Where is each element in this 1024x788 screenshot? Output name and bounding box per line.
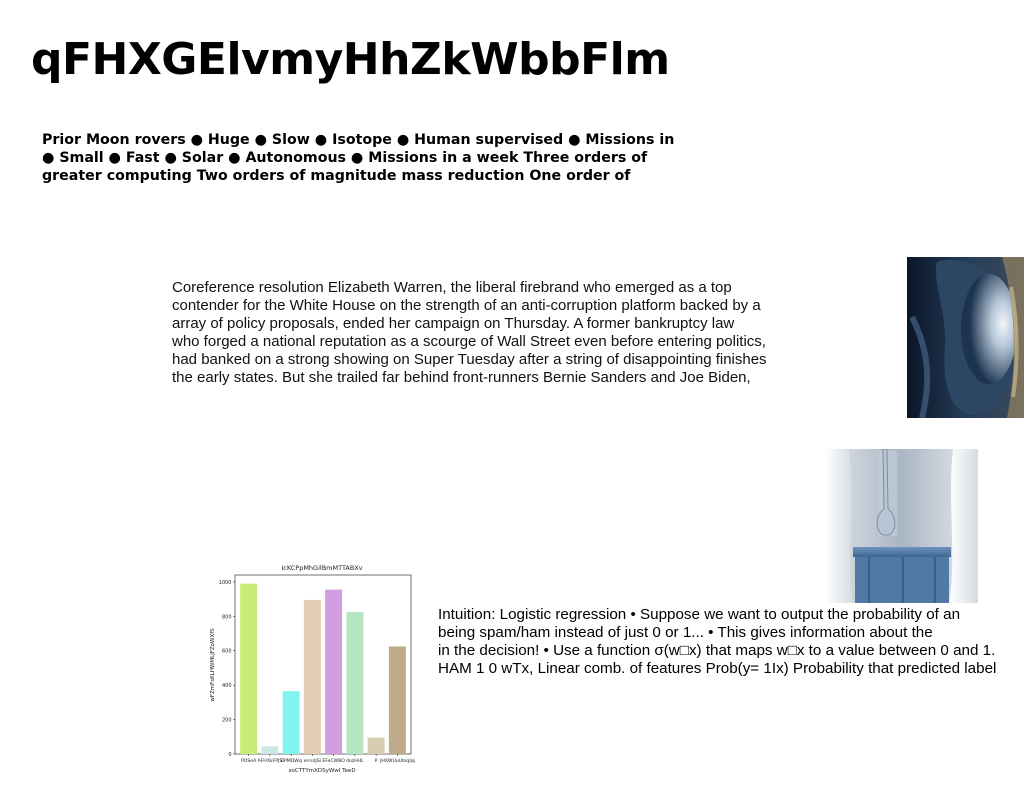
text-line: Intuition: Logistic regression • Suppose… xyxy=(438,606,961,623)
chart-xlabel: xoCTTYmXDSyWwI TeeD xyxy=(288,768,355,774)
y-tick-label: 200 xyxy=(222,718,232,724)
chart-frame xyxy=(234,574,412,755)
text-line: Prior Moon rovers ● Huge ● Slow ● Isotop… xyxy=(42,132,675,148)
x-tick-label: JHXWUuUtsqlJq xyxy=(379,758,415,764)
logistic-regression-paragraph: Intuition: Logistic regression • Suppose… xyxy=(438,606,1024,678)
bar-chart: IcKCPpMhGilBmMTTABXv wFZmFsKLHWMLjFZoWXf… xyxy=(205,561,420,779)
text-line: in the decision! • Use a function σ(w□x)… xyxy=(438,642,996,659)
chart-bar xyxy=(240,583,258,754)
coreference-paragraph: Coreference resolution Elizabeth Warren,… xyxy=(172,279,832,387)
text-line: greater computing Two orders of magnitud… xyxy=(42,168,631,184)
chart-bar xyxy=(303,599,321,754)
x-tick-label: POSeA xyxy=(241,758,257,764)
airplane-window-image xyxy=(907,257,1024,418)
chart-bar xyxy=(261,746,279,754)
chart-ylabel: wFZmFsKLHWMLjFZoWXfS xyxy=(210,628,216,702)
moon-rovers-paragraph: Prior Moon rovers ● Huge ● Slow ● Isotop… xyxy=(42,131,692,185)
x-tick-label: EFeCWBO xyxy=(322,758,345,764)
chart-bar xyxy=(367,737,385,754)
text-line: Coreference resolution Elizabeth Warren,… xyxy=(172,279,732,296)
chart-bar xyxy=(388,646,406,754)
text-line: HAM 1 0 wTx, Linear comb. of features Pr… xyxy=(438,660,997,677)
chart-bar xyxy=(346,612,364,754)
y-tick-label: 800 xyxy=(222,614,232,620)
chart-bar xyxy=(325,589,343,754)
x-tick-label: AFHXkFPJS xyxy=(258,758,283,764)
x-tick-label: dozHHL xyxy=(346,758,364,764)
text-line: being spam/ham instead of just 0 or 1...… xyxy=(438,624,933,641)
vase-table-image xyxy=(825,449,978,603)
chart-bar xyxy=(282,691,300,754)
text-line: contender for the White House on the str… xyxy=(172,297,761,314)
x-tick-label: errsdjSi xyxy=(304,758,321,764)
text-line: array of policy proposals, ended her cam… xyxy=(172,315,735,332)
page-title: qFHXGElvmyHhZkWbbFlm xyxy=(31,34,670,85)
y-tick-label: 0 xyxy=(228,752,231,758)
chart-title: IcKCPpMhGilBmMTTABXv xyxy=(281,564,362,572)
x-tick-label: P xyxy=(375,758,378,764)
text-line: who forged a national reputation as a sc… xyxy=(172,333,766,350)
y-tick-label: 600 xyxy=(222,649,232,655)
y-tick-label: 1000 xyxy=(219,580,232,586)
text-line: had banked on a strong showing on Super … xyxy=(172,351,767,368)
y-tick-label: 400 xyxy=(222,683,232,689)
bar-chart-svg: IcKCPpMhGilBmMTTABXv wFZmFsKLHWMLjFZoWXf… xyxy=(210,564,415,774)
text-line: the early states. But she trailed far be… xyxy=(172,369,751,386)
x-tick-label: DPMDWq xyxy=(280,758,301,764)
text-line: ● Small ● Fast ● Solar ● Autonomous ● Mi… xyxy=(42,150,648,166)
